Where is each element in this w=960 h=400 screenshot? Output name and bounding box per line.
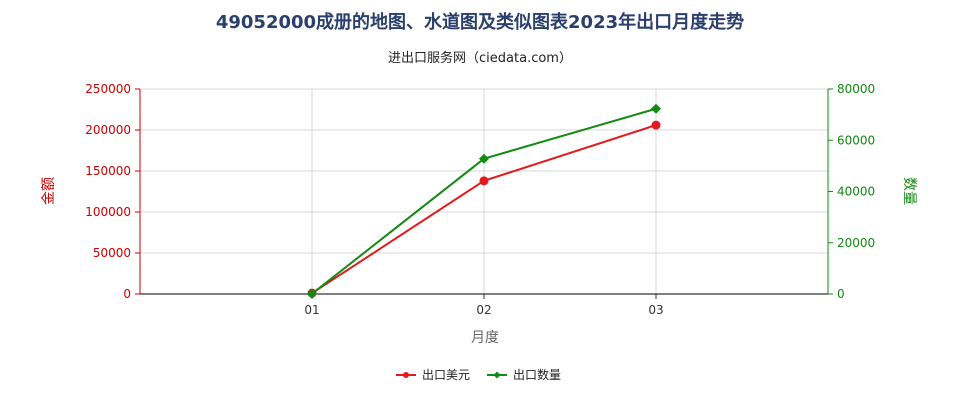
y-right-tick-label: 40000 <box>837 185 875 199</box>
y-right-tick-label: 20000 <box>837 236 875 250</box>
x-tick-label: 02 <box>476 303 491 317</box>
legend-swatch-marker-0 <box>403 372 409 378</box>
series-0-point-2 <box>651 120 661 130</box>
legend-label-1: 出口数量 <box>513 367 561 382</box>
y-axis-right-label: 数量 <box>901 177 917 205</box>
x-axis-label: 月度 <box>471 330 499 346</box>
series-1-point-2 <box>651 103 661 114</box>
y-left-tick-label: 0 <box>123 287 131 301</box>
series-0-point-1 <box>479 176 489 186</box>
chart-subtitle: 进出口服务网（ciedata.com） <box>388 50 572 66</box>
x-tick-label: 01 <box>304 303 319 317</box>
y-left-tick-label: 50000 <box>93 246 131 260</box>
series-1-point-1 <box>479 153 489 164</box>
grid <box>140 88 828 294</box>
y-left-tick-label: 150000 <box>85 164 131 178</box>
y-axis-left-label: 金额 <box>41 177 57 205</box>
y-right-tick-label: 0 <box>837 287 845 301</box>
y-right-tick-label: 80000 <box>837 82 875 96</box>
chart-title: 49052000成册的地图、水道图及类似图表2023年出口月度走势 <box>216 11 744 33</box>
y-left-tick-label: 200000 <box>85 123 131 137</box>
series-1-point-0 <box>307 288 317 299</box>
axes: 0 50000 100000 150000 200000 250000 0 20000 4000… <box>85 82 875 317</box>
legend: 出口美元 出口数量 <box>396 367 561 382</box>
y-left-tick-label: 100000 <box>85 205 131 219</box>
legend-swatch-marker-1 <box>493 371 501 379</box>
legend-label-0: 出口美元 <box>422 368 470 382</box>
x-tick-label: 03 <box>648 303 663 317</box>
y-right-tick-label: 60000 <box>837 133 875 147</box>
y-left-tick-label: 250000 <box>85 82 131 96</box>
series-layer <box>307 103 661 299</box>
